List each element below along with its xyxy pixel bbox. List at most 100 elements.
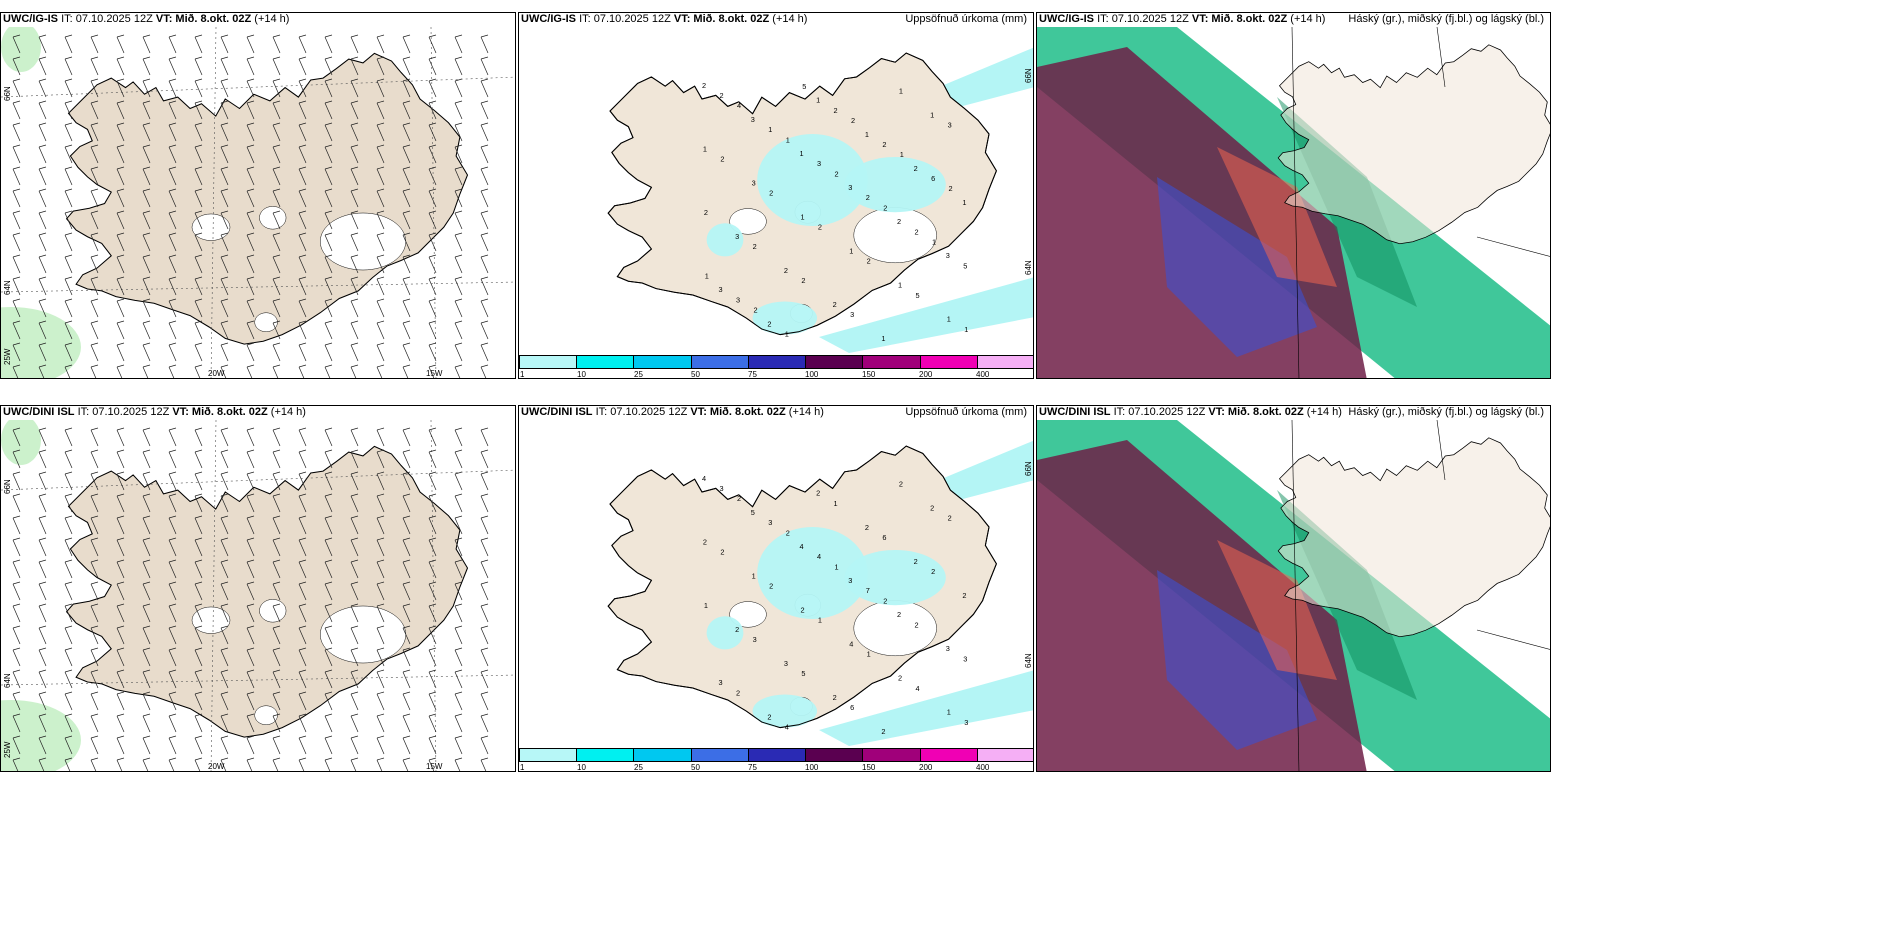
wind-barb xyxy=(64,649,73,667)
wind-barb xyxy=(402,715,411,733)
wind-barb xyxy=(116,124,125,142)
wind-barb xyxy=(454,300,463,318)
wind-barb xyxy=(220,539,229,557)
precip-value: 3 xyxy=(850,310,854,319)
wind-barb xyxy=(168,256,177,274)
wind-barb xyxy=(168,495,177,513)
wind-barb xyxy=(402,300,411,318)
wind-barb xyxy=(90,627,99,645)
wind-barb xyxy=(376,80,385,98)
wind-barb xyxy=(116,168,125,186)
wind-barb xyxy=(376,58,385,76)
legend-label: 200 xyxy=(919,370,933,379)
wind-barb xyxy=(376,344,385,362)
wind-barb xyxy=(38,693,47,711)
wind-barb xyxy=(168,146,177,164)
wind-barb xyxy=(272,102,281,120)
wind-barb xyxy=(64,36,73,54)
wind-barb xyxy=(168,539,177,557)
wind-barb xyxy=(38,517,47,535)
wind-barb xyxy=(168,649,177,667)
wind-barb xyxy=(428,583,437,601)
wind-barb xyxy=(402,344,411,362)
wind-barb xyxy=(480,80,489,98)
precip-value: 2 xyxy=(833,693,837,702)
wind-barb xyxy=(168,80,177,98)
wind-barb xyxy=(38,429,47,447)
precip-value: 5 xyxy=(801,669,805,678)
cloud-cover-map xyxy=(1037,420,1550,771)
wind-barb xyxy=(454,649,463,667)
wind-barb xyxy=(428,80,437,98)
wind-barb xyxy=(194,80,203,98)
precip-value: 2 xyxy=(865,523,869,532)
model-name: UWC/DINI ISL xyxy=(1039,406,1111,418)
wind-barb xyxy=(116,58,125,76)
valid-time: VT: Mið. 8.okt. 02Z xyxy=(172,406,268,418)
lon-label-25: 25W xyxy=(3,741,12,758)
wind-barb xyxy=(298,583,307,601)
wind-barb xyxy=(272,256,281,274)
glacier xyxy=(320,212,406,271)
wind-barb xyxy=(376,561,385,579)
wind-barb xyxy=(350,256,359,274)
wind-barb xyxy=(168,278,177,296)
wind-barb xyxy=(194,495,203,513)
wind-barb xyxy=(272,344,281,362)
wind-barb xyxy=(12,561,21,579)
wind-barb xyxy=(142,278,151,296)
precip-value: 1 xyxy=(816,96,820,105)
wind-barb xyxy=(116,36,125,54)
wind-barb xyxy=(38,190,47,208)
wind-barb xyxy=(142,366,149,378)
wind-barb xyxy=(38,124,47,142)
wind-barb xyxy=(64,737,73,755)
wind-barb xyxy=(454,737,463,755)
wind-barb xyxy=(298,124,307,142)
wind-barb xyxy=(168,451,177,469)
wind-barb xyxy=(272,473,281,491)
wind-barb xyxy=(64,605,73,623)
wind-barb xyxy=(324,429,333,447)
wind-barb xyxy=(246,495,255,513)
wind-barb xyxy=(428,102,437,120)
precip-value: 2 xyxy=(754,305,758,314)
wind-barb xyxy=(116,737,125,755)
wind-barb xyxy=(480,344,489,362)
wind-barb xyxy=(220,58,229,76)
wind-barb xyxy=(272,451,281,469)
wind-barb xyxy=(298,80,307,98)
precip-value: 3 xyxy=(751,115,755,124)
wind-barb xyxy=(12,495,21,513)
iceland-outline xyxy=(1277,44,1550,245)
wind-barb xyxy=(142,124,151,142)
precip-value: 4 xyxy=(849,640,853,649)
wind-barb xyxy=(38,473,47,491)
wind-barb xyxy=(272,278,281,296)
wind-barb xyxy=(350,146,359,164)
wind-barb xyxy=(64,693,73,711)
wind-barb xyxy=(142,561,151,579)
precip-value: 4 xyxy=(800,542,804,551)
lat-label-66: 66N xyxy=(1024,68,1033,83)
wind-barb xyxy=(38,344,47,362)
wind-barb xyxy=(428,495,437,513)
glacier xyxy=(729,601,767,628)
precip-value: 1 xyxy=(786,135,790,144)
wind-barb xyxy=(168,168,177,186)
wind-barb xyxy=(324,190,333,208)
wind-barb xyxy=(220,517,229,535)
wind-barb xyxy=(90,168,99,186)
wind-barb xyxy=(428,344,437,362)
wind-barb xyxy=(194,539,203,557)
cloud-cover-map xyxy=(1037,27,1550,378)
precip-value: 2 xyxy=(737,494,741,503)
precip-value: 2 xyxy=(735,625,739,634)
wind-barb xyxy=(168,561,177,579)
wind-barb xyxy=(402,561,411,579)
precip-value: 2 xyxy=(720,548,724,557)
wind-barb xyxy=(480,102,489,120)
wind-barb xyxy=(324,693,333,711)
legend-swatch xyxy=(806,749,864,761)
wind-barb xyxy=(64,473,73,491)
